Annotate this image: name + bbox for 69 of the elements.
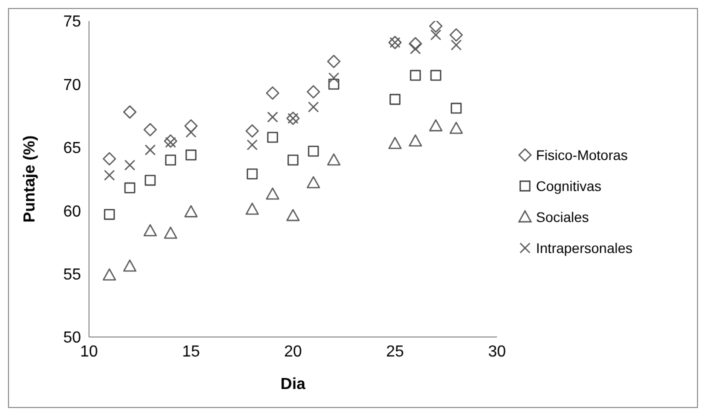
point — [165, 154, 176, 166]
point — [388, 136, 402, 150]
point — [267, 132, 278, 143]
point — [430, 29, 442, 40]
point — [144, 224, 157, 236]
legend-label: Intrapersonales — [536, 240, 633, 256]
y-tick-label: 50 — [63, 330, 82, 347]
point — [429, 119, 442, 132]
point — [450, 28, 463, 42]
x-tick-label: 30 — [488, 343, 506, 360]
x-tick-label: 25 — [386, 343, 404, 360]
point — [286, 209, 300, 222]
point — [124, 160, 136, 171]
legend-label: Cognitivas — [536, 178, 602, 194]
x-tick-label: 15 — [182, 343, 200, 360]
point — [328, 72, 340, 84]
point — [184, 205, 198, 218]
point — [328, 78, 340, 90]
point — [450, 102, 462, 114]
point — [124, 182, 136, 194]
y-axis-title: Puntaje (%) — [22, 135, 39, 223]
y-tick-label: 65 — [63, 140, 82, 158]
point — [266, 188, 280, 200]
point — [429, 21, 442, 33]
legend-label: Fisico-Motoras — [536, 147, 628, 163]
point — [164, 226, 178, 239]
point — [327, 153, 340, 166]
x-tick-label: 10 — [80, 343, 98, 360]
point — [410, 43, 421, 54]
point — [102, 152, 116, 166]
y-tick-label: 55 — [63, 266, 82, 284]
x-axis-title: Dia — [280, 376, 306, 393]
point — [450, 122, 463, 134]
point — [104, 170, 115, 181]
point — [267, 112, 278, 123]
point — [306, 85, 320, 98]
y-tick-label: 60 — [63, 203, 82, 220]
point — [123, 105, 136, 119]
point — [144, 144, 156, 156]
point — [288, 154, 298, 166]
point — [306, 176, 320, 188]
point — [184, 119, 198, 133]
point — [408, 134, 422, 147]
point — [408, 37, 422, 50]
point — [123, 260, 136, 272]
point — [246, 124, 259, 138]
point — [186, 150, 196, 160]
point — [144, 174, 156, 186]
legend-label: Sociales — [536, 209, 589, 225]
point — [246, 168, 258, 180]
point — [308, 102, 319, 112]
point — [410, 70, 421, 81]
point — [308, 146, 319, 157]
point — [450, 40, 462, 50]
y-tick-label: 75 — [63, 14, 82, 31]
point — [390, 94, 400, 105]
point — [144, 123, 157, 136]
x-tick-label: 20 — [284, 343, 302, 360]
point — [430, 70, 442, 81]
y-tick-label: 70 — [63, 76, 82, 94]
point — [266, 86, 280, 100]
point — [104, 208, 115, 220]
point — [246, 139, 258, 150]
point — [102, 268, 116, 281]
point — [246, 202, 259, 215]
point — [327, 54, 340, 68]
point — [164, 134, 178, 148]
point — [186, 126, 196, 138]
point — [165, 136, 176, 148]
